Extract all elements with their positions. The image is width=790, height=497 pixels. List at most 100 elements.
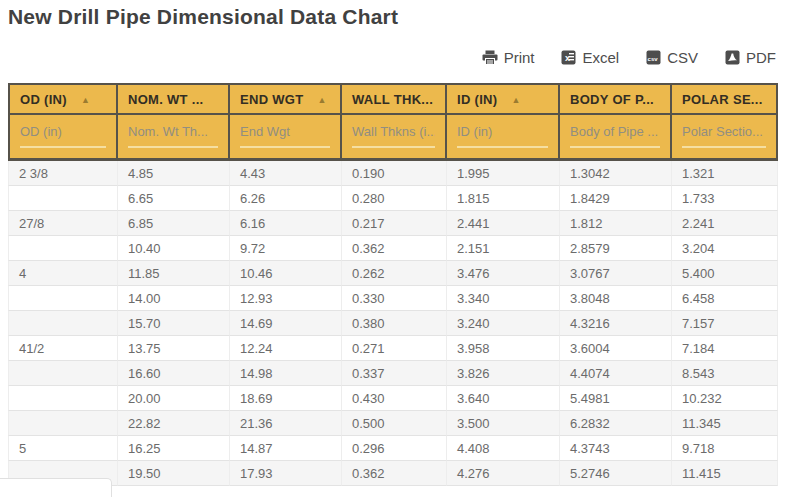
sort-ascending-icon: ▲ <box>317 95 326 105</box>
cell-id: 2.441 <box>447 211 560 236</box>
excel-button-label: Excel <box>582 49 619 66</box>
filter-cell-polar-section: Polar Sectio... <box>672 115 778 161</box>
filter-cell-body-of-pipe: Body of Pipe ... <box>560 115 672 161</box>
cell-od <box>8 361 118 386</box>
sort-ascending-icon: ▲ <box>81 95 90 105</box>
cell-end-wgt: 18.69 <box>230 386 342 411</box>
filter-input-nom-wt[interactable]: Nom. Wt Th... <box>128 124 218 148</box>
column-header-label: OD (IN) <box>20 92 67 107</box>
cell-wall-thk: 0.296 <box>342 436 447 461</box>
cell-wall-thk: 0.380 <box>342 311 447 336</box>
cell-polar-section: 8.543 <box>672 361 778 386</box>
filter-input-id[interactable]: ID (in) <box>457 124 548 148</box>
filter-cell-end-wgt: End Wgt <box>230 115 342 161</box>
cell-od: 27/8 <box>8 211 118 236</box>
table-row: 27/86.856.160.2172.4411.8122.241 <box>8 211 778 236</box>
filter-input-polar-section[interactable]: Polar Sectio... <box>682 124 766 148</box>
export-toolbar: Print x Excel csv CSV <box>0 46 776 68</box>
cell-body-of-pipe: 3.6004 <box>560 336 672 361</box>
cell-od: 4 <box>8 261 118 286</box>
cell-wall-thk: 0.430 <box>342 386 447 411</box>
csv-icon: csv <box>646 50 661 65</box>
cell-polar-section: 2.241 <box>672 211 778 236</box>
cell-end-wgt: 6.16 <box>230 211 342 236</box>
cell-id: 3.240 <box>447 311 560 336</box>
cell-nom-wt: 10.40 <box>118 236 230 261</box>
cell-body-of-pipe: 5.2746 <box>560 461 672 486</box>
column-header-od[interactable]: OD (IN) ▲ <box>8 83 118 115</box>
column-header-label: ID (IN) <box>457 92 497 107</box>
filter-row: OD (in) Nom. Wt Th... End Wgt Wall Thkns (i… <box>8 115 778 161</box>
cell-polar-section: 11.415 <box>672 461 778 486</box>
cell-end-wgt: 17.93 <box>230 461 342 486</box>
cell-body-of-pipe: 6.2832 <box>560 411 672 436</box>
column-header-label: END WGT <box>240 92 303 107</box>
print-button-label: Print <box>504 49 535 66</box>
column-header-body-of-pipe[interactable]: BODY OF P... <box>560 83 672 115</box>
cell-body-of-pipe: 4.3743 <box>560 436 672 461</box>
cell-polar-section: 3.204 <box>672 236 778 261</box>
filter-cell-od: OD (in) <box>8 115 118 161</box>
cell-nom-wt: 11.85 <box>118 261 230 286</box>
table-row: 19.5017.930.3624.2765.274611.415 <box>8 461 778 486</box>
cell-id: 3.500 <box>447 411 560 436</box>
cell-nom-wt: 16.60 <box>118 361 230 386</box>
cell-body-of-pipe: 4.4074 <box>560 361 672 386</box>
cell-polar-section: 10.232 <box>672 386 778 411</box>
cell-nom-wt: 20.00 <box>118 386 230 411</box>
cell-id: 4.408 <box>447 436 560 461</box>
cell-polar-section: 6.458 <box>672 286 778 311</box>
excel-button[interactable]: x Excel <box>561 49 619 66</box>
svg-text:x: x <box>565 53 570 63</box>
filter-input-od[interactable]: OD (in) <box>20 124 106 148</box>
header-row: OD (IN) ▲ NOM. WT ... END WGT ▲ WALL THK... ID… <box>8 83 778 115</box>
print-button[interactable]: Print <box>482 49 535 66</box>
printer-icon <box>482 50 498 65</box>
pdf-button[interactable]: PDF <box>725 49 776 66</box>
cell-nom-wt: 22.82 <box>118 411 230 436</box>
cell-end-wgt: 4.43 <box>230 161 342 186</box>
page-title: New Drill Pipe Dimensional Data Chart <box>8 5 790 29</box>
cell-end-wgt: 10.46 <box>230 261 342 286</box>
cell-polar-section: 7.157 <box>672 311 778 336</box>
column-header-label: WALL THK... <box>352 92 433 107</box>
cell-wall-thk: 0.362 <box>342 236 447 261</box>
pdf-button-label: PDF <box>746 49 776 66</box>
filter-input-wall-thk[interactable]: Wall Thkns (i... <box>352 124 435 148</box>
column-header-nom-wt[interactable]: NOM. WT ... <box>118 83 230 115</box>
column-header-id[interactable]: ID (IN) ▲ <box>447 83 560 115</box>
csv-button-label: CSV <box>667 49 698 66</box>
column-header-wall-thk[interactable]: WALL THK... <box>342 83 447 115</box>
column-header-label: BODY OF P... <box>570 92 654 107</box>
cell-body-of-pipe: 2.8579 <box>560 236 672 261</box>
cell-nom-wt: 13.75 <box>118 336 230 361</box>
column-header-polar-section[interactable]: POLAR SE... <box>672 83 778 115</box>
cell-wall-thk: 0.217 <box>342 211 447 236</box>
csv-button[interactable]: csv CSV <box>646 49 698 66</box>
cell-wall-thk: 0.280 <box>342 186 447 211</box>
cell-id: 2.151 <box>447 236 560 261</box>
cell-polar-section: 7.184 <box>672 336 778 361</box>
cell-body-of-pipe: 1.3042 <box>560 161 672 186</box>
cell-wall-thk: 0.500 <box>342 411 447 436</box>
cell-end-wgt: 6.26 <box>230 186 342 211</box>
cell-polar-section: 1.321 <box>672 161 778 186</box>
cell-id: 3.826 <box>447 361 560 386</box>
cell-wall-thk: 0.362 <box>342 461 447 486</box>
table-row: 41/213.7512.240.2713.9583.60047.184 <box>8 336 778 361</box>
pdf-icon <box>725 50 740 65</box>
sort-ascending-icon: ▲ <box>511 95 520 105</box>
filter-cell-id: ID (in) <box>447 115 560 161</box>
filter-input-body-of-pipe[interactable]: Body of Pipe ... <box>570 124 660 148</box>
table-row: 20.0018.690.4303.6405.498110.232 <box>8 386 778 411</box>
cell-od <box>8 411 118 436</box>
cell-wall-thk: 0.271 <box>342 336 447 361</box>
cell-nom-wt: 15.70 <box>118 311 230 336</box>
column-header-end-wgt[interactable]: END WGT ▲ <box>230 83 342 115</box>
cell-nom-wt: 19.50 <box>118 461 230 486</box>
cell-end-wgt: 12.93 <box>230 286 342 311</box>
cell-wall-thk: 0.337 <box>342 361 447 386</box>
status-tooltip-box <box>0 478 112 497</box>
filter-input-end-wgt[interactable]: End Wgt <box>240 124 330 148</box>
excel-icon: x <box>561 50 576 65</box>
